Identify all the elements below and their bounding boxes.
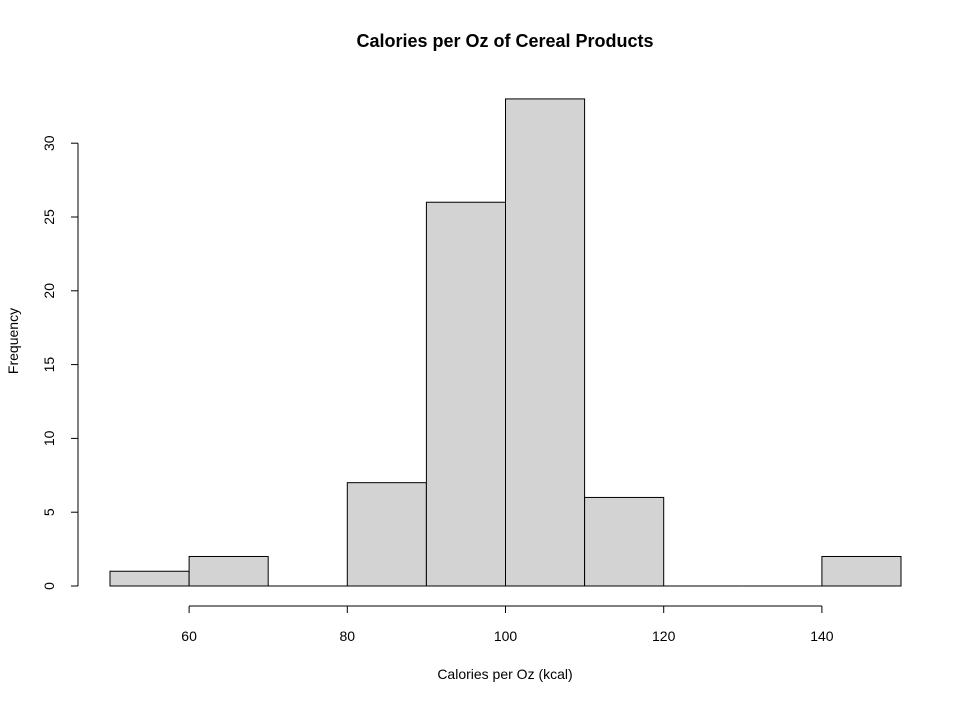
x-axis-label: Calories per Oz (kcal) [437, 666, 572, 682]
x-tick-label-120: 120 [652, 628, 676, 644]
y-tick-label-0: 0 [41, 582, 57, 590]
x-tick-label-140: 140 [810, 628, 834, 644]
chart-title: Calories per Oz of Cereal Products [356, 31, 653, 51]
y-tick-label-5: 5 [41, 508, 57, 516]
histogram-bar-4 [425, 201, 506, 587]
bars-group [109, 98, 902, 587]
y-axis-label: Frequency [5, 308, 21, 374]
histogram-bar-5 [505, 98, 586, 587]
y-tick-label-10: 10 [41, 430, 57, 446]
y-axis: 0 5 10 15 20 25 30 [41, 135, 79, 590]
histogram-bar-1 [188, 555, 269, 587]
histogram-bar-0 [109, 570, 190, 587]
x-tick-label-100: 100 [494, 628, 518, 644]
histogram-bar-6 [584, 496, 665, 587]
x-tick-label-60: 60 [181, 628, 197, 644]
y-tick-label-15: 15 [41, 357, 57, 373]
histogram-bar-3 [346, 482, 427, 587]
y-tick-label-30: 30 [41, 135, 57, 151]
x-tick-label-80: 80 [340, 628, 356, 644]
x-axis: 60 80 100 120 140 [181, 605, 834, 644]
histogram-bar-9 [821, 555, 902, 587]
y-tick-label-25: 25 [41, 209, 57, 225]
y-tick-label-20: 20 [41, 283, 57, 299]
